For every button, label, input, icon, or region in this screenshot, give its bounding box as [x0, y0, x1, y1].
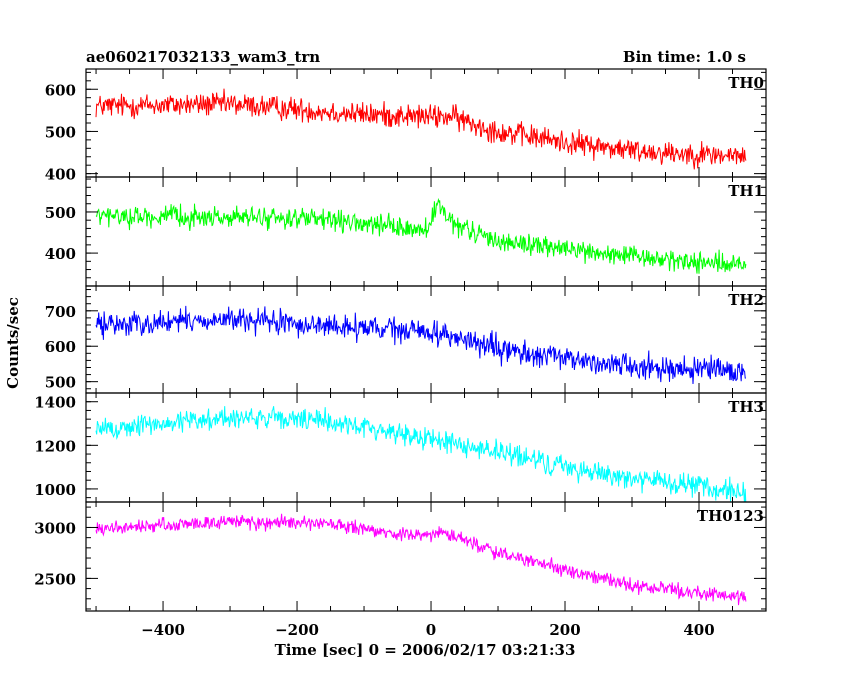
panel-frame	[85, 68, 767, 178]
y-tick-label: 500	[45, 123, 76, 141]
y-tick-label: 600	[45, 81, 76, 99]
series-label-th0123: TH0123	[697, 507, 764, 525]
panels-group: 400 500 600 TH0 400 500 TH1 500 600 700 TH2 1000 120…	[34, 68, 767, 639]
y-axis-label: Counts/sec	[4, 297, 22, 389]
panel-th3: 1000 1200 1400 TH3	[34, 392, 767, 503]
panel-th2: 500 600 700 TH2	[45, 285, 767, 394]
x-tick-label: −400	[141, 621, 185, 639]
series-label-th1: TH1	[728, 182, 764, 200]
y-tick-label: 3000	[34, 519, 76, 537]
panel-th1: 400 500 TH1	[45, 176, 767, 287]
series-label-th3: TH3	[728, 398, 764, 416]
panel-th0: 400 500 600 TH0	[45, 68, 767, 184]
x-tick-label: −200	[275, 621, 319, 639]
x-axis-label: Time [sec] 0 = 2006/02/17 03:21:33	[275, 641, 576, 659]
bin-time-label: Bin time: 1.0 s	[623, 48, 746, 66]
series-line-th3	[95, 406, 747, 502]
series-line-th1	[95, 197, 747, 274]
y-tick-label: 400	[45, 245, 76, 263]
series-line-th2	[95, 305, 746, 385]
series-label-th0: TH0	[728, 74, 764, 92]
y-tick-label: 400	[45, 166, 76, 184]
y-tick-label: 600	[45, 338, 76, 356]
series-line-th0123	[95, 513, 747, 606]
y-tick-label: 1000	[34, 481, 76, 499]
y-tick-label: 2500	[34, 570, 76, 588]
y-tick-label: 500	[45, 204, 76, 222]
panel-th0123: 2500 3000 TH0123	[34, 501, 767, 612]
y-tick-label: 700	[45, 303, 76, 321]
x-tick-label: 200	[549, 621, 580, 639]
x-tick-label: 400	[683, 621, 714, 639]
panel-frame	[85, 501, 767, 612]
y-tick-label: 1400	[34, 394, 76, 412]
panel-frame	[85, 285, 767, 394]
series-label-th2: TH2	[728, 291, 764, 309]
y-tick-label: 1200	[34, 437, 76, 455]
x-tick-label: 0	[426, 621, 436, 639]
y-tick-label: 500	[45, 374, 76, 392]
chart-title: ae060217032133_wam3_trn	[86, 48, 320, 66]
series-line-th0	[95, 88, 747, 170]
